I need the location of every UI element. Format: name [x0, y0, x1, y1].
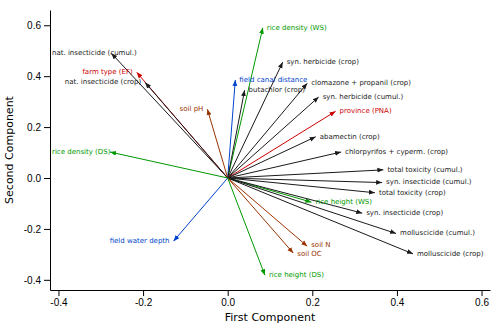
- tick-label: 0.2: [27, 122, 41, 133]
- arrow-label: syn. herbicide (crop): [287, 58, 359, 66]
- x-axis-title: First Component: [225, 311, 316, 324]
- arrow: [228, 178, 294, 253]
- arrow: [145, 83, 228, 178]
- tick: 0.2: [306, 290, 320, 308]
- arrow-label: molluscicide (crop): [417, 250, 484, 258]
- tick-label: 0.0: [221, 297, 235, 308]
- arrow-label: field canal distance: [239, 76, 307, 84]
- arrow-label: nat. insecticide (cumul.): [52, 49, 137, 57]
- arrow-label: syn. insecticide (crop): [366, 209, 443, 217]
- arrow: [137, 72, 228, 178]
- arrow: [228, 111, 336, 178]
- arrow-label: soil pH: [180, 105, 204, 113]
- tick: -0.2: [24, 224, 50, 235]
- arrow-label: soil OC: [297, 250, 322, 258]
- arrow: [228, 83, 308, 178]
- y-axis: -0.4 -0.2 0.0 0.2 0.4 0.6: [24, 11, 51, 291]
- tick: 0.0: [27, 173, 50, 184]
- tick-label: 0.4: [390, 297, 404, 308]
- arrow: [207, 109, 227, 178]
- tick-mark: [143, 290, 144, 296]
- tick: 0.6: [27, 20, 50, 31]
- arrow-label: syn. insecticide (cumul.): [386, 178, 472, 186]
- tick: -0.4: [24, 275, 50, 286]
- x-axis-line: [51, 290, 491, 291]
- tick-mark: [44, 280, 50, 281]
- arrow-label: soil N: [311, 241, 330, 249]
- arrow-label: abamectin (crop): [320, 133, 380, 141]
- tick: -0.4: [50, 290, 68, 308]
- tick-label: 0.6: [27, 20, 41, 31]
- arrow-labels: rice density (WS) nat. insecticide (cumul…: [52, 24, 484, 279]
- tick: 0.0: [221, 290, 235, 308]
- arrow: [228, 178, 396, 233]
- arrow-label: rice density (DS): [52, 148, 111, 156]
- tick-mark: [228, 290, 229, 296]
- arrow-label: total toxicity (cumul.): [387, 166, 462, 174]
- arrow-label: rice density (WS): [267, 24, 327, 32]
- arrow: [228, 97, 319, 178]
- tick-mark: [482, 290, 483, 296]
- tick: 0.6: [475, 290, 489, 308]
- y-axis-title: Second Component: [3, 95, 16, 204]
- arrow: [174, 178, 228, 241]
- arrow-label: clomazone + propanil (crop): [311, 79, 411, 87]
- arrow-label: field water depth: [110, 237, 170, 245]
- arrow-label: butachlor (crop): [249, 86, 306, 94]
- arrow: [228, 170, 384, 178]
- tick-mark: [44, 76, 50, 77]
- arrow-label: nat. insecticide (crop): [65, 78, 142, 86]
- arrow: [228, 137, 316, 178]
- y-axis-line: [50, 11, 51, 291]
- tick: 0.4: [390, 290, 404, 308]
- tick-label: -0.4: [24, 275, 42, 286]
- tick-label: -0.2: [24, 224, 42, 235]
- tick-mark: [397, 290, 398, 296]
- arrow-label: syn. herbicide (cumul.): [323, 93, 404, 101]
- tick: 0.2: [27, 122, 50, 133]
- arrow-label: province (PNA): [340, 107, 392, 115]
- arrow: [228, 178, 265, 275]
- x-axis: -0.4 -0.2 0.0 0.2 0.4 0.6: [50, 290, 490, 308]
- arrow: [228, 152, 341, 178]
- tick-label: 0.6: [475, 297, 489, 308]
- tick: -0.2: [135, 290, 153, 308]
- tick-label: 0.4: [27, 71, 41, 82]
- arrow-label: farm type (EF): [82, 68, 133, 76]
- tick-label: -0.2: [135, 297, 153, 308]
- arrow: [228, 178, 308, 246]
- arrow-label: molluscicide (cumul.): [400, 229, 475, 237]
- arrow-label: total toxicity (crop): [379, 189, 446, 197]
- tick-label: 0.0: [27, 173, 41, 184]
- tick-mark: [44, 178, 50, 179]
- arrow-label: chlorpyrifos + cyperm. (crop): [345, 148, 448, 156]
- arrow: [228, 28, 263, 178]
- tick: 0.4: [27, 71, 50, 82]
- arrow-label: rice height (DS): [269, 271, 324, 279]
- tick-mark: [44, 127, 50, 128]
- chart: -0.4 -0.2 0.0 0.2 0.4 0.6 -0.4 -0.2 0.0 0.2 0.4 0.6…: [0, 0, 500, 326]
- tick-mark: [44, 25, 50, 26]
- arrow: [110, 152, 228, 178]
- tick-label: 0.2: [306, 297, 320, 308]
- arrow-label: rice height (WS): [315, 198, 372, 206]
- tick-label: -0.4: [50, 297, 68, 308]
- tick-mark: [58, 290, 59, 296]
- tick-mark: [312, 290, 313, 296]
- tick-mark: [44, 229, 50, 230]
